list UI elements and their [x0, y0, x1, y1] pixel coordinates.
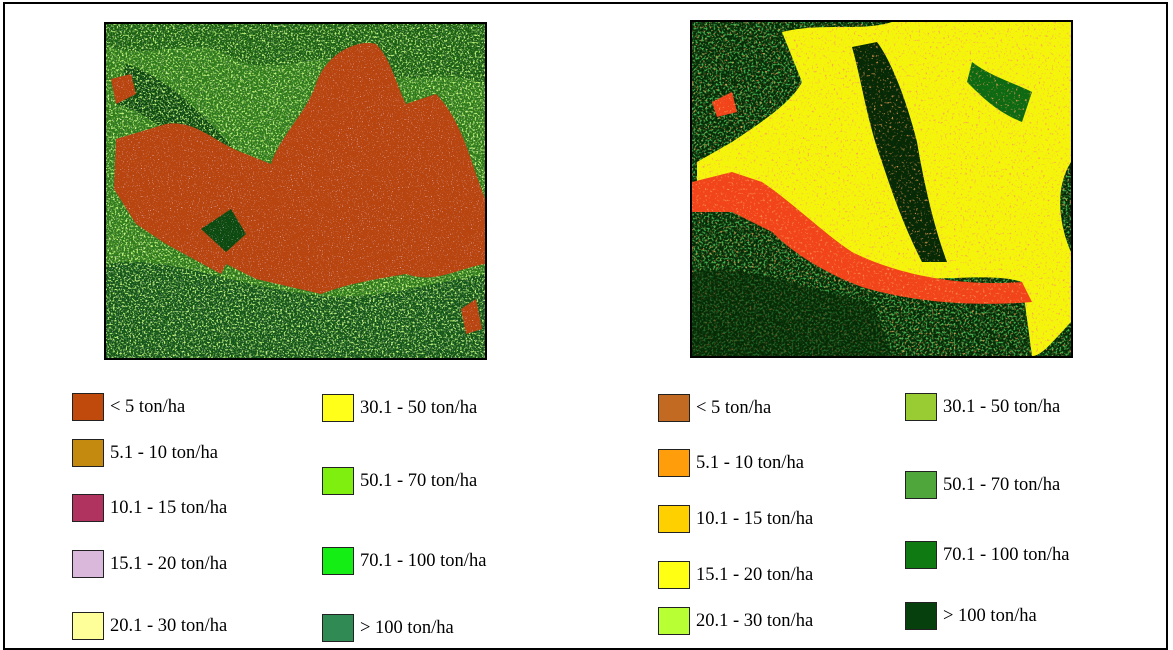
legend-swatch [72, 494, 104, 522]
legend-label: 5.1 - 10 ton/ha [696, 452, 804, 473]
right-legend-item: 50.1 - 70 ton/ha [905, 470, 1060, 500]
right-legend-item: 10.1 - 15 ton/ha [658, 504, 813, 534]
legend-label: 20.1 - 30 ton/ha [696, 610, 814, 631]
right-legend-item: 30.1 - 50 ton/ha [905, 392, 1060, 422]
legend-label: 10.1 - 15 ton/ha [110, 497, 228, 518]
legend-label: 5.1 - 10 ton/ha [110, 442, 218, 463]
legend-swatch [658, 449, 690, 477]
legend-swatch [905, 602, 937, 630]
left-legend-item: < 5 ton/ha [72, 392, 185, 422]
legend-label: 15.1 - 20 ton/ha [696, 564, 814, 585]
left-legend-item: 10.1 - 15 ton/ha [72, 493, 227, 523]
legend-label: < 5 ton/ha [110, 396, 186, 417]
legend-swatch [322, 394, 354, 422]
legend-swatch [72, 550, 104, 578]
left-legend-item: 5.1 - 10 ton/ha [72, 438, 218, 468]
left-legend-item: > 100 ton/ha [322, 613, 454, 643]
right-legend-item: 20.1 - 30 ton/ha [658, 606, 813, 636]
legend-label: < 5 ton/ha [696, 397, 772, 418]
legend-swatch [72, 393, 104, 421]
left-legend-item: 20.1 - 30 ton/ha [72, 611, 227, 641]
right-legend-item: 15.1 - 20 ton/ha [658, 560, 813, 590]
legend-label: 70.1 - 100 ton/ha [360, 550, 487, 571]
right-legend-item: 70.1 - 100 ton/ha [905, 540, 1069, 570]
legend-swatch [322, 614, 354, 642]
legend-label: 10.1 - 15 ton/ha [696, 508, 814, 529]
legend-swatch [658, 394, 690, 422]
right-biomass-map [690, 20, 1073, 358]
legend-swatch [322, 467, 354, 495]
right-map-raster [692, 22, 1071, 356]
left-legend-item: 15.1 - 20 ton/ha [72, 549, 227, 579]
left-legend-item: 70.1 - 100 ton/ha [322, 546, 486, 576]
left-legend-item: 30.1 - 50 ton/ha [322, 393, 477, 423]
legend-swatch [72, 439, 104, 467]
legend-swatch [658, 561, 690, 589]
legend-swatch [905, 393, 937, 421]
legend-swatch [72, 612, 104, 640]
legend-swatch [658, 505, 690, 533]
legend-label: 15.1 - 20 ton/ha [110, 553, 228, 574]
legend-swatch [322, 547, 354, 575]
right-legend-item: > 100 ton/ha [905, 601, 1037, 631]
left-map-raster [106, 24, 485, 358]
legend-label: 20.1 - 30 ton/ha [110, 615, 228, 636]
legend-label: 30.1 - 50 ton/ha [943, 396, 1061, 417]
left-biomass-map [104, 22, 487, 360]
legend-label: 70.1 - 100 ton/ha [943, 544, 1070, 565]
legend-label: > 100 ton/ha [943, 605, 1037, 626]
legend-label: > 100 ton/ha [360, 617, 454, 638]
legend-swatch [658, 607, 690, 635]
left-legend-item: 50.1 - 70 ton/ha [322, 466, 477, 496]
right-legend-item: 5.1 - 10 ton/ha [658, 448, 804, 478]
legend-label: 50.1 - 70 ton/ha [360, 470, 478, 491]
legend-label: 50.1 - 70 ton/ha [943, 474, 1061, 495]
right-legend-item: < 5 ton/ha [658, 393, 771, 423]
legend-label: 30.1 - 50 ton/ha [360, 397, 478, 418]
legend-swatch [905, 541, 937, 569]
legend-swatch [905, 471, 937, 499]
